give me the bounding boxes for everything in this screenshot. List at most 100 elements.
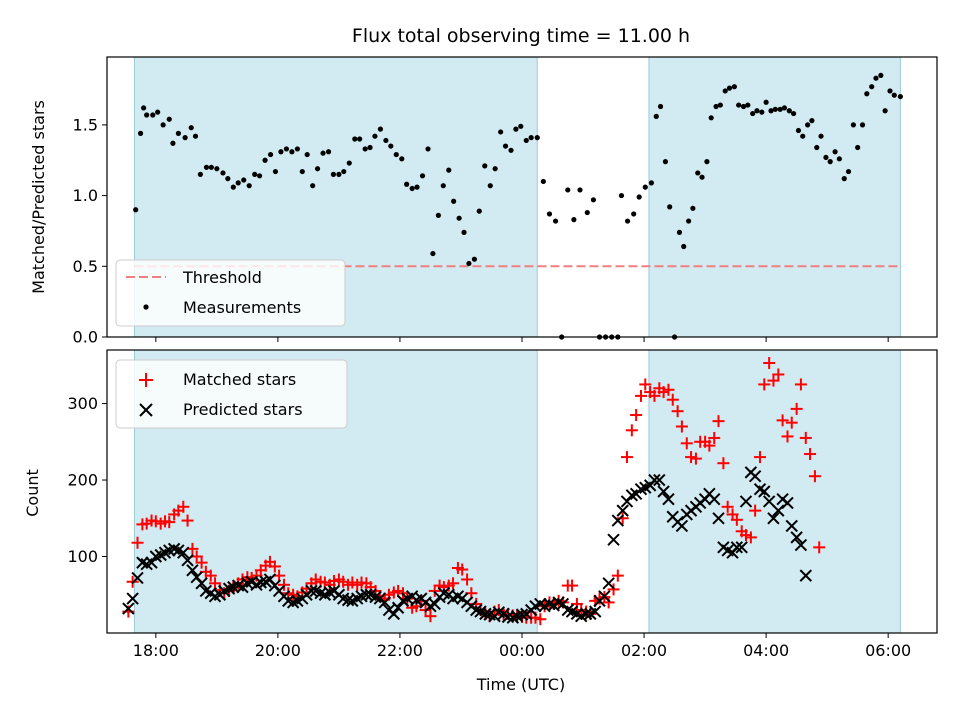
matched-star-marker	[268, 560, 281, 573]
measurement-point	[482, 163, 488, 169]
measurement-point	[882, 108, 888, 114]
matched-star-marker	[799, 431, 812, 444]
matched-star-marker	[744, 531, 757, 544]
x-b	[772, 504, 785, 517]
x-b	[648, 473, 661, 487]
x-b	[799, 569, 812, 582]
matched-star-marker	[776, 414, 789, 427]
y-tick-label: 1.5	[73, 115, 98, 134]
measurement-point	[546, 211, 553, 217]
x-b	[428, 597, 441, 611]
predicted-star-marker	[781, 496, 794, 510]
x-b	[479, 607, 492, 621]
predicted-star-marker	[708, 492, 721, 506]
measurement-point	[827, 159, 833, 165]
measurement-point	[805, 122, 811, 128]
predicted-star-marker	[378, 596, 391, 609]
matched-star-marker	[680, 437, 693, 450]
measurement-point	[336, 171, 342, 177]
measurement-point	[750, 110, 756, 117]
x-tick-label: 20:00	[255, 641, 301, 660]
x-b	[653, 473, 666, 487]
measurement-point	[310, 183, 316, 189]
x-b	[167, 542, 181, 556]
measurement-point	[534, 135, 540, 141]
predicted-star-marker	[232, 579, 245, 592]
measurement-point	[466, 260, 472, 267]
measurement-point	[192, 133, 199, 139]
measurement-point	[383, 137, 389, 144]
x-b	[222, 582, 236, 595]
measurement-point	[648, 180, 654, 186]
measurement-point	[736, 102, 742, 108]
x-b	[790, 531, 803, 544]
matched-star-marker	[675, 420, 688, 433]
x-b	[758, 485, 771, 498]
measurement-point	[278, 149, 284, 155]
measurement-point	[404, 181, 410, 187]
x-b	[181, 554, 194, 567]
measurement-point	[571, 217, 577, 223]
measurement-point	[878, 72, 884, 78]
matched-star-marker	[689, 452, 702, 465]
measurement-point	[133, 207, 139, 213]
bottom-panel: 100 200 300 18:00 20:00 22:00 00:00 02:00 04:00…	[23, 349, 938, 694]
measurement-point	[425, 146, 431, 152]
measurement-point	[662, 159, 669, 165]
measurement-point	[430, 250, 436, 257]
top-y-axis-label: Matched/Predicted stars	[29, 100, 48, 294]
measurement-point	[203, 164, 210, 170]
matched-star-marker	[754, 451, 767, 464]
measurement-point	[823, 154, 829, 161]
measurement-point	[624, 218, 631, 224]
x-b	[565, 605, 579, 618]
predicted-star-marker	[607, 533, 620, 546]
measurement-point	[330, 171, 337, 177]
x-b	[483, 608, 496, 621]
matched-star-marker	[804, 448, 817, 461]
predicted-star-marker	[387, 607, 401, 621]
matched-star-marker	[808, 470, 821, 483]
measurement-point	[283, 146, 290, 152]
measurement-point	[208, 164, 214, 170]
predicted-star-marker	[506, 611, 520, 624]
matched-legend-label: Matched stars	[183, 370, 296, 389]
measurement-point	[676, 229, 683, 235]
matched-star-marker	[772, 368, 785, 381]
matched-star-marker	[794, 378, 807, 391]
x-b	[735, 541, 748, 554]
bottom-y-ticks: 100 200 300	[67, 394, 107, 566]
measurement-point	[393, 151, 399, 158]
predicted-star-marker	[561, 603, 574, 617]
x-b	[369, 590, 382, 604]
x-b	[387, 607, 401, 621]
shaded-interval-1	[648, 56, 901, 338]
x-b	[753, 482, 767, 496]
y-tick-label: 0.5	[73, 257, 98, 276]
matched-star-marker	[630, 409, 643, 422]
measurement-point	[864, 91, 870, 97]
measurement-point	[699, 174, 705, 180]
x-tick-label: 06:00	[865, 641, 911, 660]
measurement-point	[214, 166, 220, 172]
predicted-legend-label: Predicted stars	[183, 400, 303, 419]
x-b	[451, 590, 465, 603]
measurement-point	[667, 204, 673, 210]
matched-star-marker	[648, 389, 661, 402]
predicted-star-marker	[186, 564, 199, 577]
measurement-point	[818, 133, 824, 139]
measurement-point	[708, 115, 714, 121]
chart-title: Flux total observing time = 11.00 h	[352, 25, 690, 47]
x-b	[570, 607, 584, 621]
x-b	[501, 610, 515, 624]
threshold-legend-label: Threshold	[182, 268, 262, 287]
measurement-point	[552, 218, 559, 224]
matched-star-marker	[602, 596, 615, 609]
x-tick-label: 22:00	[377, 641, 423, 660]
predicted-star-marker	[305, 584, 318, 598]
measurement-point	[461, 229, 467, 235]
matched-star-marker	[666, 393, 679, 406]
predicted-star-marker	[648, 473, 661, 487]
matched-star-marker	[721, 500, 734, 513]
measurement-point	[182, 135, 188, 141]
